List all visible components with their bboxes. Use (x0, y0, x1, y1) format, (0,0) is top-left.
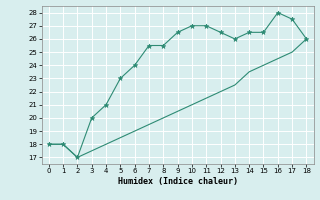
X-axis label: Humidex (Indice chaleur): Humidex (Indice chaleur) (118, 177, 237, 186)
